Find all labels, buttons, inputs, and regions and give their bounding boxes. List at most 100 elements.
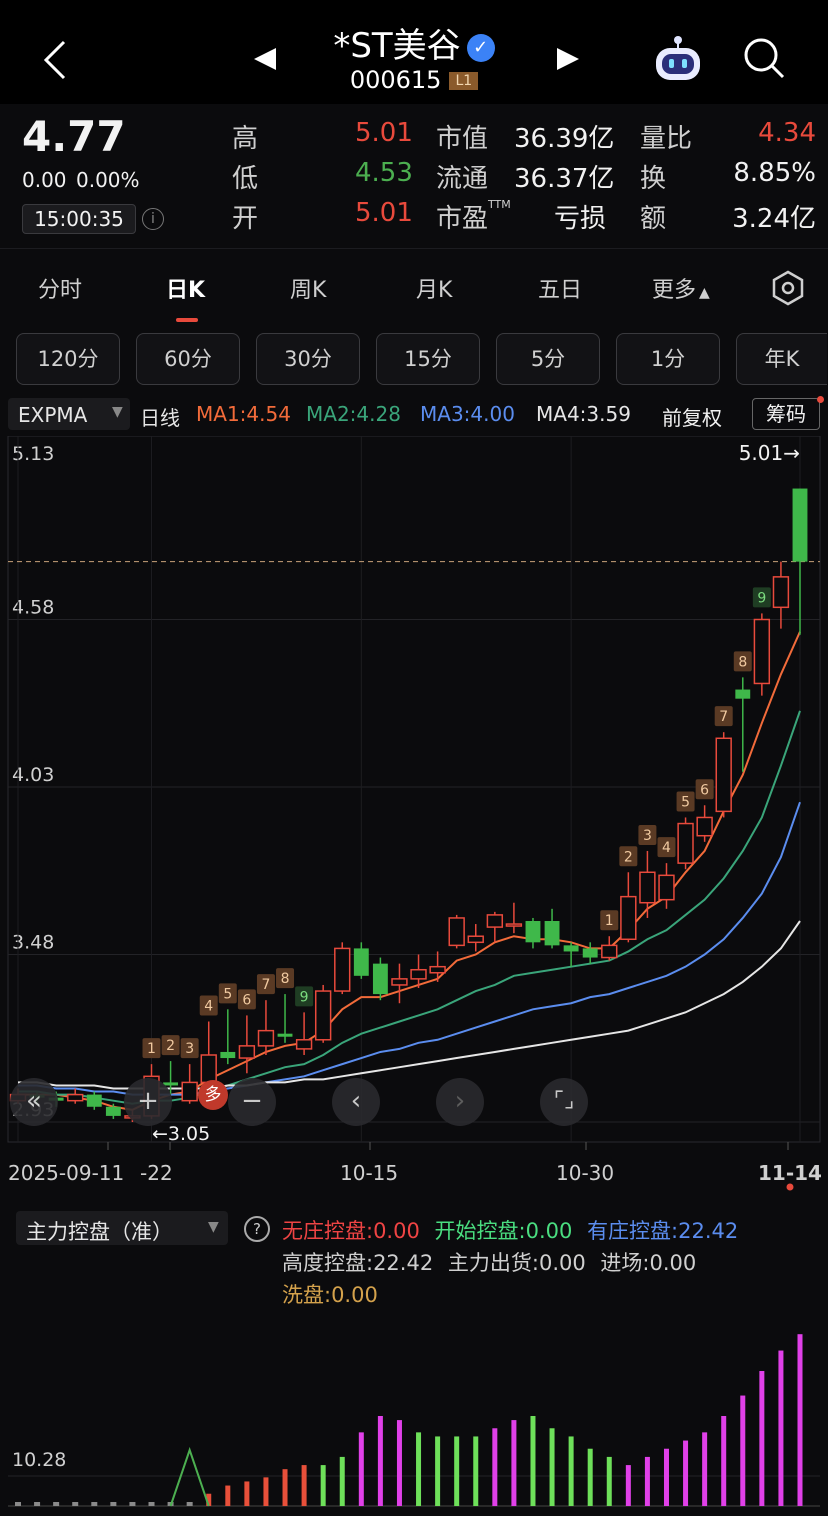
countdown-label: 4: [662, 840, 671, 856]
dropdown-icon: ▼: [208, 1219, 219, 1235]
interval-1m[interactable]: 1分: [616, 333, 720, 385]
interval-15m[interactable]: 15分: [376, 333, 480, 385]
prev-triangle-icon[interactable]: [252, 46, 278, 72]
countdown-marker: [180, 1038, 199, 1059]
interval-120m[interactable]: 120分: [16, 333, 120, 385]
sub-bar: [530, 1416, 536, 1506]
chips-button[interactable]: 筹码: [752, 398, 820, 430]
sub-bar: [683, 1440, 689, 1506]
high-value: 5.01: [355, 118, 413, 148]
candle-body: [410, 968, 427, 980]
sub-bar: [454, 1436, 460, 1506]
fullscreen-icon[interactable]: ⌜⌟: [540, 1078, 588, 1126]
tab-monthly-k[interactable]: 月K: [416, 278, 453, 303]
sub-bar: [663, 1448, 669, 1506]
candle-body: [372, 963, 388, 995]
candle-body: [753, 618, 771, 685]
help-icon[interactable]: ?: [244, 1216, 270, 1242]
sub-bar: [129, 1502, 136, 1506]
sub-bar: [416, 1432, 422, 1506]
indicator-selector[interactable]: EXPMA ▼: [8, 398, 130, 430]
has-control-value: 有庄控盘:22.42: [587, 1219, 739, 1243]
sub-indicator-selector[interactable]: 主力控盘（准） ▼: [16, 1211, 228, 1245]
indicator-name: EXPMA: [18, 403, 88, 427]
high-label: 高: [232, 124, 259, 154]
volume-ratio-value: 4.34: [758, 118, 816, 148]
sub-bar: [53, 1502, 60, 1506]
candle-body: [314, 990, 332, 1041]
countdown-label: 9: [300, 989, 309, 1005]
sub-bar: [625, 1465, 631, 1506]
zoom-out-icon[interactable]: −: [228, 1078, 276, 1126]
adjust-mode[interactable]: 前复权: [662, 406, 722, 430]
countdown-label: 3: [185, 1041, 194, 1057]
volume-ratio-label: 量比: [640, 124, 693, 154]
open-value: 5.01: [355, 198, 413, 228]
turnover-label: 换: [640, 164, 667, 194]
candle-body: [620, 895, 637, 941]
next-triangle-icon[interactable]: [555, 46, 581, 72]
active-tab-indicator: [176, 318, 198, 322]
candle-body: [563, 945, 579, 952]
tab-more[interactable]: 更多 ▲: [652, 278, 710, 303]
countdown-marker: [714, 706, 733, 727]
ma4-value: MA4:3.59: [536, 402, 631, 426]
low-label: 低: [232, 164, 259, 194]
price-change: 0.00: [22, 168, 67, 192]
sub-bar: [72, 1502, 79, 1506]
sub-bar: [377, 1416, 383, 1506]
countdown-label: 8: [281, 971, 290, 987]
candle-body: [715, 737, 732, 813]
quote-time: 15:00:35: [22, 204, 136, 234]
mcap-label: 市值: [436, 124, 489, 154]
pe-value: 亏损: [554, 204, 607, 234]
candle-body: [391, 978, 408, 986]
divider: [0, 248, 828, 249]
info-icon[interactable]: i: [142, 208, 164, 230]
zoom-in-icon[interactable]: +: [124, 1078, 172, 1126]
sub-bar: [225, 1485, 231, 1506]
candlestick-chart[interactable]: 5.134.584.033.482.931234567891234567895.…: [0, 436, 828, 1201]
pan-left-icon[interactable]: ‹: [332, 1078, 380, 1126]
x-tick-label: 2025-09-11: [8, 1161, 124, 1185]
no-control-value: 无庄控盘:0.00: [282, 1219, 420, 1243]
stock-code: 000615: [349, 66, 442, 94]
candle-body: [67, 1093, 84, 1102]
countdown-marker: [161, 1035, 180, 1056]
low-value: 4.53: [355, 158, 413, 188]
tab-five-day[interactable]: 五日: [538, 278, 583, 303]
sub-bar: [721, 1416, 727, 1506]
interval-60m[interactable]: 60分: [136, 333, 240, 385]
interval-5m[interactable]: 5分: [496, 333, 600, 385]
interval-year-k[interactable]: 年K: [736, 333, 827, 385]
pan-right-icon[interactable]: ›: [436, 1078, 484, 1126]
candle-body: [658, 874, 675, 901]
sub-bar: [206, 1493, 212, 1506]
candle-body: [277, 1033, 293, 1037]
sub-bar: [797, 1334, 803, 1506]
countdown-marker: [237, 989, 256, 1010]
robot-assistant-icon[interactable]: [650, 34, 706, 84]
settings-hexagon-icon[interactable]: [770, 270, 806, 306]
interval-30m[interactable]: 30分: [256, 333, 360, 385]
tab-weekly-k[interactable]: 周K: [290, 278, 327, 303]
tab-intraday[interactable]: 分时: [38, 278, 83, 303]
double-left-icon[interactable]: «: [10, 1078, 58, 1126]
y-tick-label: 5.13: [12, 443, 54, 465]
dropdown-icon: ▼: [112, 404, 123, 420]
countdown-label: 2: [624, 849, 633, 865]
last-price-label: 5.01→: [739, 441, 800, 465]
search-icon[interactable]: [742, 36, 786, 80]
sub-bar: [263, 1477, 269, 1506]
indicator-period: 日线: [140, 406, 180, 430]
stock-code-row: 000615 L1: [0, 66, 828, 94]
candle-body: [639, 871, 656, 904]
control-bar-chart: 10.28: [8, 1334, 820, 1507]
tab-daily-k[interactable]: 日K: [166, 278, 206, 303]
candle-body: [486, 914, 504, 928]
countdown-label: 9: [757, 590, 766, 606]
back-arrow-icon[interactable]: [40, 38, 70, 82]
candle-body: [429, 965, 446, 974]
sub-indicator-row-1: 无庄控盘:0.00 开始控盘:0.00 有庄控盘:22.42: [282, 1215, 738, 1245]
price-change-pct: 0.00%: [76, 168, 140, 192]
